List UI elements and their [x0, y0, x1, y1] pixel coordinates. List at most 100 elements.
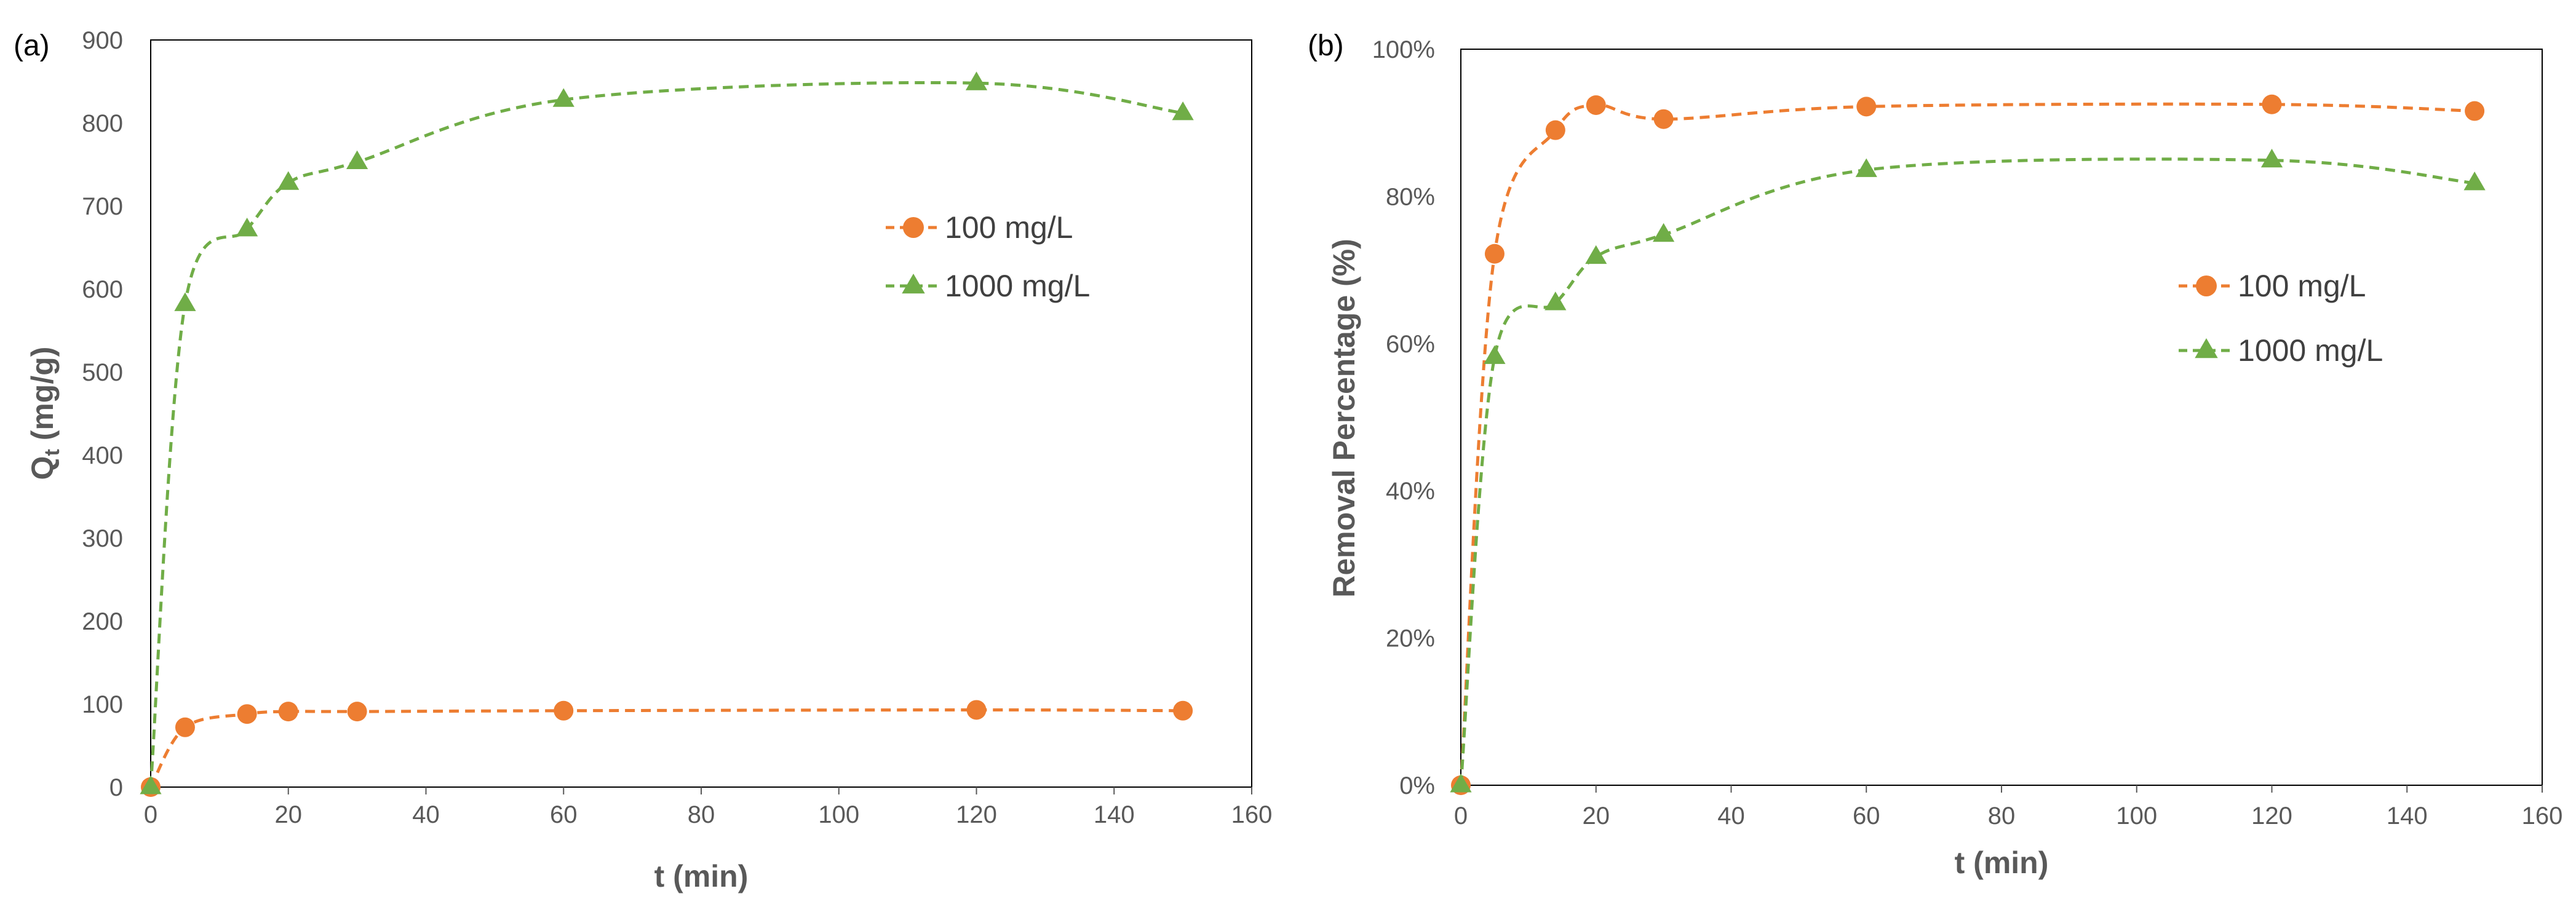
y-tick-label: 80% — [1386, 183, 1435, 210]
data-point-100 — [1586, 95, 1606, 115]
y-tick-label: 400 — [82, 442, 123, 469]
data-point-100 — [237, 704, 257, 724]
legend-entry-1000: 1000 mg/L — [886, 269, 1090, 303]
x-tick-label: 160 — [2522, 802, 2563, 830]
y-axis-title-a-rest: (mg/g) — [25, 347, 60, 450]
data-point-1000 — [1585, 245, 1607, 264]
x-tick-label: 100 — [2116, 802, 2157, 830]
series-line-100 — [1459, 102, 2475, 786]
series-line-1000 — [1459, 157, 2475, 786]
axes-a: 0 20 40 60 80 100 120 140 160 0 100 200 300 400 500 600… — [82, 27, 1272, 828]
x-tick-label: 0 — [1454, 802, 1468, 830]
data-point-100 — [1484, 244, 1505, 264]
data-point-1000 — [965, 71, 988, 90]
y-tick-label: 40% — [1386, 478, 1435, 505]
chart-panel-a: (a) 0 20 40 60 80 100 120 140 160 0 100 200 300 400 50… — [14, 27, 1272, 893]
legend-entry-100: 100 mg/L — [886, 210, 1073, 245]
x-tick-label: 60 — [550, 801, 578, 828]
chart-panel-b: (b) 0 20 40 60 80 100 120 140 160 0% 20% 40% 60% 80% 1… — [1308, 30, 2562, 880]
data-point-1000 — [1653, 223, 1675, 242]
legend-a: 100 mg/L 1000 mg/L — [886, 210, 1090, 303]
data-point-1000 — [1172, 101, 1194, 121]
legend-entry-100: 100 mg/L — [2179, 269, 2366, 303]
data-point-100 — [1856, 97, 1877, 117]
data-point-100 — [347, 702, 367, 722]
data-point-1000 — [1544, 291, 1567, 311]
series-line-1000 — [149, 81, 1183, 788]
y-axis-title-a: Qt (mg/g) — [25, 347, 64, 480]
legend-marker — [903, 217, 924, 238]
x-tick-label: 20 — [1583, 802, 1610, 830]
legend-marker — [902, 273, 925, 294]
y-tick-label: 100% — [1372, 36, 1435, 63]
x-axis-title-a: t (min) — [654, 859, 749, 893]
data-point-100 — [175, 717, 195, 737]
data-point-100 — [1173, 700, 1193, 721]
data-point-1000 — [1450, 774, 1472, 793]
legend-label: 100 mg/L — [2238, 269, 2366, 303]
data-point-100 — [554, 700, 574, 721]
series-line-100 — [149, 708, 1183, 788]
x-tick-label: 80 — [1988, 802, 2016, 830]
data-point-1000 — [1855, 158, 1877, 177]
x-tick-label: 40 — [1717, 802, 1745, 830]
x-tick-label: 120 — [2251, 802, 2292, 830]
data-point-1000 — [552, 88, 574, 107]
y-tick-label: 60% — [1386, 331, 1435, 358]
series-group-a — [140, 71, 1194, 797]
y-tick-label: 500 — [82, 359, 123, 386]
x-tick-label: 120 — [956, 801, 997, 828]
y-tick-label: 0 — [109, 774, 123, 801]
x-tick-label: 60 — [1853, 802, 1880, 830]
x-tick-label: 80 — [688, 801, 715, 828]
legend-label: 1000 mg/L — [2238, 333, 2383, 368]
y-axis-title-a-subscript: t — [41, 449, 64, 456]
data-point-100 — [1545, 120, 1565, 140]
y-tick-label: 20% — [1386, 625, 1435, 652]
y-tick-label: 100 — [82, 691, 123, 718]
x-tick-label: 0 — [144, 801, 157, 828]
legend-label: 1000 mg/L — [945, 269, 1090, 303]
y-tick-label: 900 — [82, 27, 123, 54]
series-group-b — [1450, 94, 2486, 795]
y-tick-label: 700 — [82, 193, 123, 220]
data-point-1000 — [277, 171, 300, 190]
legend-entry-1000: 1000 mg/L — [2179, 333, 2383, 368]
y-tick-label: 200 — [82, 608, 123, 635]
data-point-1000 — [1484, 345, 1506, 364]
data-point-1000 — [236, 217, 258, 237]
x-tick-label: 100 — [818, 801, 859, 828]
data-point-100 — [2262, 94, 2282, 114]
legend-marker — [2196, 275, 2217, 296]
legend-marker — [2195, 338, 2218, 358]
y-axis-title-a-main: Q — [25, 456, 60, 480]
y-tick-label: 600 — [82, 276, 123, 303]
x-tick-label: 140 — [1094, 801, 1135, 828]
panel-label-b: (b) — [1308, 30, 1344, 62]
axes-b: 0 20 40 60 80 100 120 140 160 0% 20% 40% 60% 80% 100% — [1372, 36, 2563, 830]
data-point-1000 — [140, 775, 162, 794]
data-point-100 — [1653, 109, 1674, 129]
data-point-100 — [966, 700, 987, 720]
y-axis-title-b: Removal Percentage (%) — [1327, 239, 1361, 598]
data-point-100 — [2465, 101, 2485, 121]
data-point-1000 — [174, 292, 196, 311]
x-axis-title-b: t (min) — [1955, 846, 2049, 880]
y-tick-label: 800 — [82, 110, 123, 137]
x-tick-label: 160 — [1231, 801, 1273, 828]
panel-label-a: (a) — [14, 30, 50, 62]
data-point-1000 — [346, 150, 368, 170]
plot-frame-a — [150, 39, 1252, 788]
y-tick-label: 0% — [1399, 772, 1435, 799]
plot-frame-b — [1460, 49, 2543, 786]
x-tick-label: 40 — [412, 801, 440, 828]
legend-label: 100 mg/L — [945, 210, 1073, 245]
y-tick-label: 300 — [82, 525, 123, 552]
data-point-1000 — [2463, 172, 2486, 191]
data-point-100 — [278, 702, 298, 722]
x-tick-label: 140 — [2387, 802, 2428, 830]
data-point-1000 — [2260, 148, 2283, 168]
x-tick-label: 20 — [275, 801, 303, 828]
legend-b: 100 mg/L 1000 mg/L — [2179, 269, 2383, 368]
